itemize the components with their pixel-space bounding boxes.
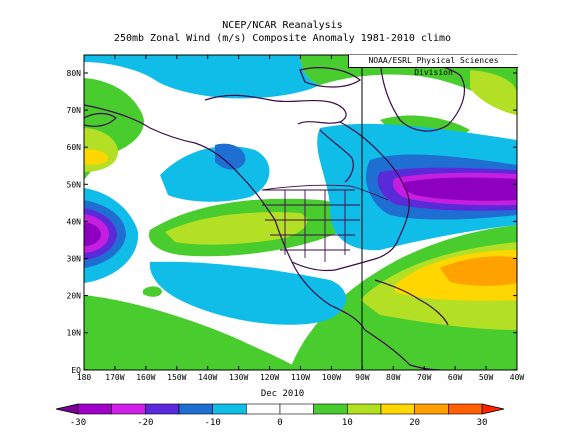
colorbar: -30 -20 -10 0 10 20 30 [55,403,505,428]
lon-label: 170W [105,373,124,382]
lon-label: 130W [229,373,248,382]
coastline-south-america [364,329,441,370]
coastline-gulf [291,239,399,272]
lon-label: 40W [510,373,525,382]
colorbar-label: 30 [477,418,488,428]
lat-label: EQ [71,366,81,375]
contour-cyan-top [84,55,320,99]
lon-label: 120W [260,373,279,382]
colorbar-swatch [380,403,415,415]
canada-border [261,184,389,201]
colorbar-label: -20 [137,418,153,428]
lon-label: 70W [417,373,432,382]
lon-label: 180 [77,373,92,382]
colorbar-swatch [414,403,449,415]
coastline-kamchatka [84,112,117,127]
contour-green-small [143,286,162,297]
colorbar-label: -10 [205,418,221,428]
contour-purple-atlantic [402,177,517,201]
lon-label: 100W [322,373,341,382]
lon-label: 80W [386,373,401,382]
month-label: Dec 2010 [260,389,305,399]
contour-lime-top [470,70,517,115]
coastline-arctic [204,94,347,125]
contour-green-bottom [84,295,300,370]
colorbar-swatch [77,403,112,415]
lat-label: 60N [67,143,82,152]
credit-label: NOAA/ESRL Physical Sciences Division [348,55,518,77]
colorbar-label: 20 [409,418,420,428]
colorbar-swatch [178,403,213,415]
state-grid [262,189,360,262]
colorbar-max-arrow [481,403,505,415]
contour-orange-southeast [440,256,517,286]
lon-label: 150W [167,373,186,382]
contour-green-top [300,55,517,115]
colorbar-swatch [111,403,146,415]
colorbar-label: 10 [342,418,353,428]
lon-label: 140W [198,373,217,382]
colorbar-label: 0 [277,418,282,428]
lat-label: 50N [67,180,82,189]
map-subtitle: 250mb Zonal Wind (m/s) Composite Anomaly… [113,33,452,44]
contour-purple-west [84,222,101,246]
coastline-mexico [291,261,366,331]
lon-label: 60W [448,373,463,382]
lat-label: 20N [67,292,82,301]
lat-label: 40N [67,217,82,226]
colorbar-swatch [347,403,382,415]
coastline-alaska [84,104,293,263]
lat-label: 70N [67,106,82,115]
coastlines [84,58,465,370]
anomaly-field [84,55,517,370]
colorbar-swatch [279,403,314,415]
contour-yellow-north [84,149,108,165]
colorbar-swatch [313,403,348,415]
lon-label: 110W [291,373,310,382]
coastline-arctic-islands [299,67,362,88]
coastline-hudson [319,129,354,183]
colorbar-label: -30 [70,418,86,428]
colorbar-swatch [448,403,483,415]
lon-label: 90W [355,373,370,382]
lat-label: 30N [67,255,82,264]
lon-label: 160W [136,373,155,382]
lat-label: 10N [67,329,82,338]
colorbar-swatch [246,403,281,415]
lon-label: 50W [479,373,494,382]
map-title: NCEP/NCAR Reanalysis [222,20,343,31]
coastline-caribbean [374,279,449,326]
contour-cyan-tropics [149,261,347,325]
lat-label: 80N [67,69,82,78]
colorbar-swatch [145,403,180,415]
contour-blue-pacific [215,143,246,170]
colorbar-min-arrow [55,403,79,415]
colorbar-swatch [212,403,247,415]
